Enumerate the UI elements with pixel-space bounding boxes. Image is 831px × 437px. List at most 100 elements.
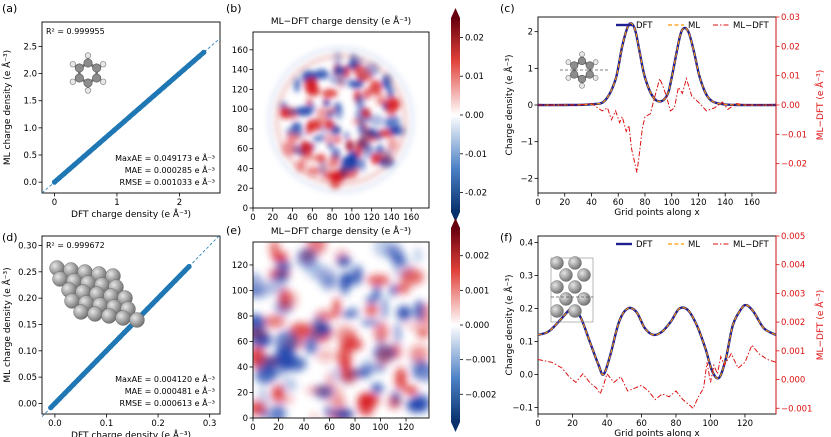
scatter-point	[156, 88, 162, 94]
scatter-point	[146, 97, 152, 103]
scatter-point	[71, 381, 77, 387]
density-blob	[333, 101, 342, 114]
carbon-atom	[92, 73, 102, 83]
y-tick-label: 0.20	[18, 294, 37, 304]
x-tick-label: 0	[250, 423, 255, 433]
density-blob	[400, 268, 424, 286]
y2-tick-label: 0.002	[781, 318, 805, 328]
ml-line	[537, 304, 777, 379]
density-blob	[370, 383, 384, 394]
y-tick-label: 0.15	[18, 320, 37, 330]
x-tick-label: 0.1	[100, 419, 114, 429]
hydrogen-atom	[84, 52, 92, 59]
scatter-point	[158, 292, 164, 298]
x-tick-label: 140	[717, 198, 733, 208]
scatter-point	[121, 329, 128, 336]
x-tick-label: 120	[737, 419, 753, 429]
legend-label: DFT	[636, 21, 653, 31]
x-tick-label: 40	[299, 423, 310, 433]
x-tick-label: 120	[690, 198, 706, 208]
density-blob	[361, 145, 376, 159]
density-blob	[346, 152, 358, 163]
stat-text: MaxAE = 0.049173 e Å⁻³	[115, 152, 215, 163]
density-blob	[372, 285, 381, 299]
density-blob	[280, 377, 298, 393]
density-blob	[333, 66, 347, 75]
density-blob	[385, 244, 404, 261]
density-blob	[291, 121, 303, 134]
density-blob	[333, 126, 341, 135]
y2-tick-label: −0.001	[781, 404, 812, 414]
x-tick-label: 2	[177, 198, 182, 208]
density-blob	[371, 153, 380, 165]
density-blob	[306, 106, 313, 118]
density-blob	[352, 265, 364, 286]
scatter-point	[71, 162, 77, 168]
density-blob	[314, 68, 329, 80]
scatter-point	[66, 166, 73, 172]
scatter-point	[52, 400, 58, 406]
scatter-point	[201, 49, 207, 56]
scatter-point	[89, 362, 95, 368]
y-tick-label: 0	[243, 414, 248, 424]
density-blob	[333, 297, 341, 318]
stat-text: MaxAE = 0.004120 e Å⁻³	[115, 373, 215, 384]
colorbar-bottom-arrow	[451, 212, 460, 222]
scatter-point	[161, 84, 167, 90]
x-tick-label: 40	[586, 198, 597, 208]
density-blob	[413, 247, 422, 264]
density-blob	[384, 147, 393, 158]
density-blob	[336, 255, 352, 268]
y-tick-label: 40	[237, 164, 248, 174]
colorbar-tick-label: 0.001	[465, 286, 489, 296]
density-blob	[264, 277, 288, 296]
y-tick-label: −0.1	[512, 403, 533, 413]
density-blob	[275, 260, 292, 272]
x-axis-label: DFT charge density (e Å⁻³)	[71, 429, 191, 437]
y-axis-label: Charge density (e Å⁻³)	[503, 55, 515, 156]
scatter-point	[149, 301, 155, 307]
panel-b: 0 20 40 60 80 100 120 140 1600204060801001201401…	[232, 8, 487, 223]
density-blob	[333, 408, 355, 418]
y-tick-label: 0.30	[18, 241, 37, 251]
x-tick-label: 40	[287, 213, 298, 223]
hydrogen-atom	[565, 59, 572, 65]
scatter-point	[75, 376, 82, 383]
density-blob	[340, 163, 347, 177]
hydrogen-atom	[579, 82, 585, 89]
density-blob	[310, 413, 319, 418]
metal-atom	[559, 292, 573, 306]
density-blob	[253, 401, 266, 416]
legend-label: ML	[688, 21, 700, 31]
x-tick-label: 0.2	[151, 419, 165, 429]
density-blob	[409, 344, 429, 363]
colorbar-tick-label: 0.000	[465, 321, 489, 331]
colorbar	[451, 228, 460, 422]
x-tick-label: 140	[383, 213, 399, 223]
carbon-atom	[83, 58, 93, 68]
density-blob	[304, 335, 318, 355]
scatter-point	[172, 278, 178, 284]
scatter-point	[186, 62, 192, 68]
y-tick-label: 1.0	[23, 124, 37, 134]
panel-label: (a)	[2, 2, 17, 15]
density-blob	[312, 134, 326, 142]
y-tick-label: 0.25	[18, 268, 37, 278]
scatter-point	[177, 273, 183, 279]
density-blob	[322, 170, 332, 178]
x-tick-label: 100	[702, 419, 718, 429]
metal-atom	[115, 310, 131, 326]
scatter-point	[98, 353, 105, 359]
density-blob	[385, 100, 398, 116]
density-blob	[365, 304, 378, 317]
benzene-inset	[69, 52, 107, 94]
scatter-point	[141, 101, 147, 107]
x-tick-label: 120	[398, 423, 414, 433]
scatter-point	[154, 296, 160, 303]
density-blob	[376, 346, 392, 366]
x-tick-label: 160	[744, 198, 760, 208]
y-tick-label: 0.4	[519, 239, 533, 249]
colorbar-tick-label: 0.002	[465, 252, 489, 262]
scatter-point	[94, 358, 100, 364]
y2-tick-label: 0.004	[781, 261, 805, 271]
